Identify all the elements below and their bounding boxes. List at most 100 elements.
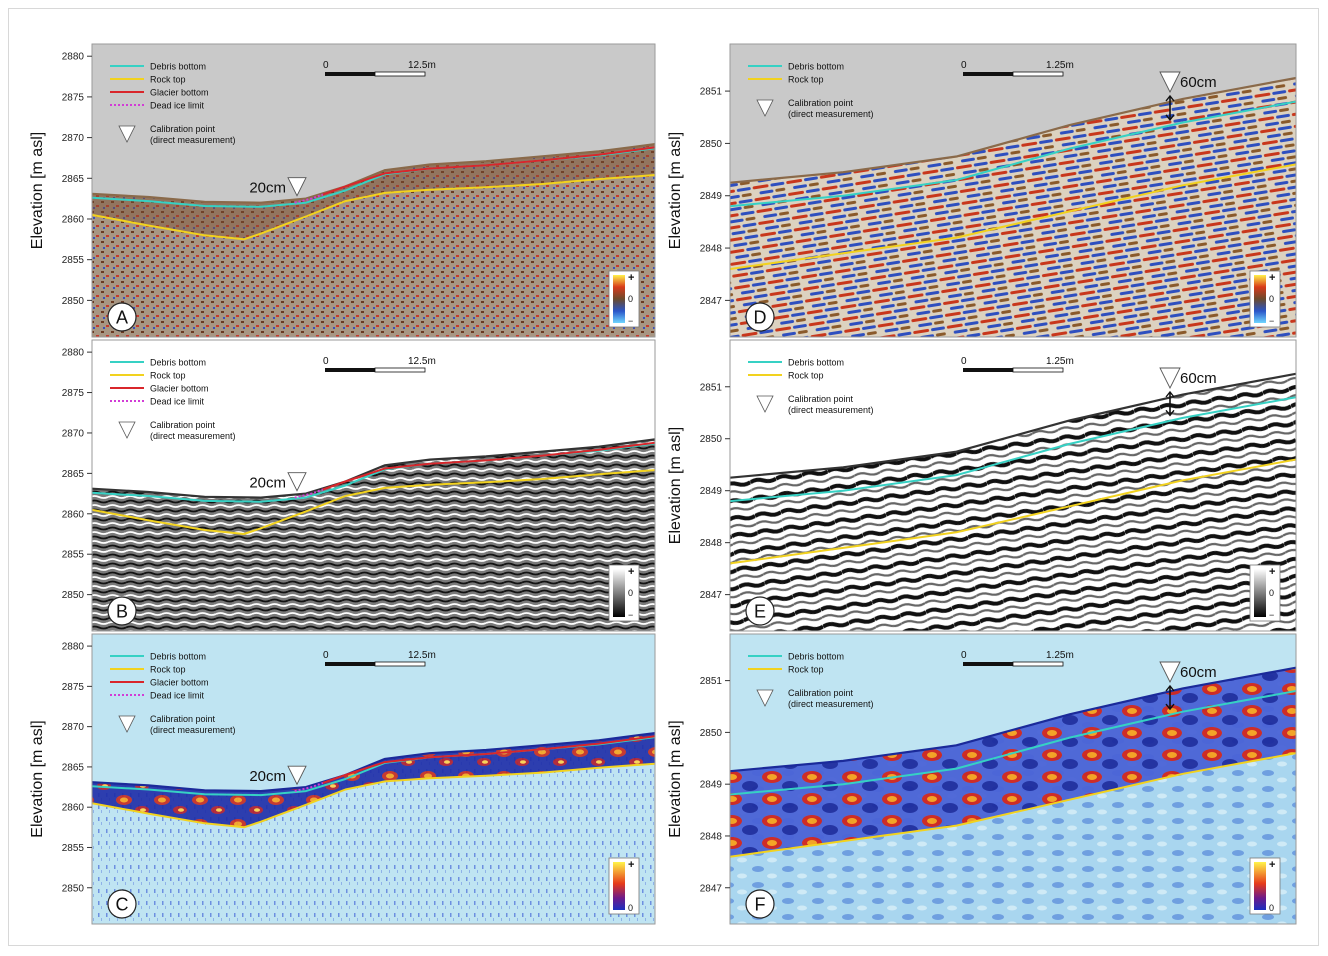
- scale-bar-black: [325, 72, 375, 76]
- y-axis-label: Elevation [m asl]: [667, 427, 684, 544]
- ytick-label: 2850: [62, 296, 85, 307]
- legend-label: Debris bottom: [150, 62, 206, 72]
- colorbar: [613, 862, 625, 910]
- calibration-marker-icon: [118, 421, 136, 439]
- radargram: [730, 340, 1296, 631]
- panel-label: D: [754, 308, 767, 328]
- ytick-label: 2847: [700, 296, 723, 307]
- scale-bar-black: [963, 662, 1013, 666]
- legend-label: Rock top: [150, 665, 186, 675]
- scale-bar-white: [374, 71, 426, 77]
- ytick-label: 2860: [62, 803, 85, 814]
- scale-bar-black: [325, 662, 375, 666]
- colorbar: [613, 569, 625, 617]
- series-rock-top: [92, 174, 655, 241]
- ytick-label: 2850: [700, 139, 723, 150]
- ytick-label: 2880: [62, 348, 85, 359]
- legend-label: Debris bottom: [150, 652, 206, 662]
- legend-label: Debris bottom: [788, 358, 844, 368]
- ytick-label: 2870: [62, 428, 85, 439]
- ytick-label: 2849: [700, 486, 723, 497]
- y-axis-label: Elevation [m asl]: [667, 720, 684, 837]
- ytick-label: 2875: [62, 388, 85, 399]
- ytick-label: 2850: [700, 728, 723, 739]
- series-rock-top: [730, 163, 1296, 270]
- surface-line: [730, 76, 1296, 184]
- arrow-head-up: [1165, 94, 1175, 102]
- scale-bar-white: [374, 661, 426, 667]
- ytick-label: 2848: [700, 831, 723, 842]
- legend-label: Debris bottom: [788, 652, 844, 662]
- calibration-point-marker: [287, 472, 307, 492]
- colorbar-label: +: [628, 859, 634, 871]
- panel-b: 2880 2875 2870 2865 2860 2855 2850 Debris botto…: [62, 339, 656, 632]
- arrow-head-down: [1165, 409, 1175, 417]
- series-glacier-bottom: [322, 146, 655, 196]
- colorbar-label: 0: [1269, 903, 1274, 913]
- colorbar: [1254, 569, 1266, 617]
- scale-bar-white: [1012, 367, 1064, 373]
- calibration-point-marker: [287, 765, 307, 786]
- colorbar: [1254, 275, 1266, 323]
- colorbar-label: +: [628, 566, 634, 578]
- colorbar-label: −: [1269, 610, 1274, 620]
- calibration-annotation: 20cm: [249, 475, 286, 492]
- panel-label: A: [116, 308, 128, 328]
- calibration-annotation: 20cm: [249, 180, 286, 197]
- subsurface-reflections: [92, 733, 655, 924]
- arrow-head-up: [1165, 684, 1175, 692]
- calibration-annotation: 60cm: [1180, 74, 1217, 91]
- panel-label-circle: [745, 889, 775, 919]
- series-dead-ice-limit: [294, 782, 324, 793]
- calibration-point-marker: [1159, 367, 1181, 390]
- scale-bar-start: 0: [961, 356, 967, 367]
- subsurface-reflections: [730, 78, 1296, 337]
- series-dead-ice-limit: [294, 488, 324, 499]
- calibration-label: (direct measurement): [150, 135, 236, 145]
- series-rock-top: [730, 752, 1296, 858]
- legend: Debris bottom Rock top Glacier bottom Dead …: [110, 358, 236, 441]
- ytick-label: 2848: [700, 244, 723, 255]
- legend: Debris bottom Rock top Glacier bottom Dead …: [110, 62, 236, 145]
- scale-bar-start: 0: [961, 60, 967, 71]
- legend: Debris bottom Rock top Calibration point(d…: [748, 62, 874, 119]
- legend-label: Debris bottom: [788, 62, 844, 72]
- calibration-annotation: 60cm: [1180, 664, 1217, 681]
- surface-line: [92, 143, 655, 204]
- panel-label-circle: [745, 596, 775, 626]
- panel-d: 2851 2850 2849 2848 2847 Elevation [m asl] Deb…: [667, 43, 1297, 338]
- panel-label: B: [116, 602, 128, 622]
- calibration-label: Calibration point: [788, 688, 854, 698]
- series-rock-top: [92, 762, 655, 829]
- series-glacier-bottom: [322, 735, 655, 784]
- scale-bar-end: 1.25m: [1046, 60, 1074, 71]
- ytick-label: 2855: [62, 843, 85, 854]
- ytick-label: 2850: [62, 883, 85, 894]
- reflection-band: [92, 733, 655, 828]
- ytick-label: 2849: [700, 780, 723, 791]
- subsurface-reflections: [92, 439, 655, 631]
- panel-a: 2880 2875 2870 2865 2860 2855 2850 Elevation [m…: [29, 43, 656, 338]
- panel-label: E: [754, 602, 766, 622]
- ytick-label: 2850: [62, 590, 85, 601]
- plot-border: [729, 339, 1297, 632]
- colorbar-label: 0: [628, 588, 633, 598]
- series-debris-bottom: [730, 690, 1296, 796]
- legend-label: Glacier bottom: [150, 384, 209, 394]
- surface-line: [92, 732, 655, 793]
- ytick-label: 2865: [62, 762, 85, 773]
- reflection-band: [92, 144, 655, 240]
- scale-bar-black: [325, 368, 375, 372]
- ytick-label: 2880: [62, 642, 85, 653]
- y-axis-label: Elevation [m asl]: [29, 720, 46, 837]
- calibration-marker-icon: [756, 99, 774, 117]
- ytick-label: 2848: [700, 538, 723, 549]
- ytick-label: 2875: [62, 682, 85, 693]
- ytick-label: 2851: [700, 87, 723, 98]
- scale-bar-black: [963, 72, 1013, 76]
- legend-label: Rock top: [150, 75, 186, 85]
- plot-border: [91, 43, 656, 338]
- calibration-point-marker: [1159, 71, 1181, 94]
- series-rock-top: [92, 469, 655, 535]
- scale-bar-start: 0: [323, 60, 329, 71]
